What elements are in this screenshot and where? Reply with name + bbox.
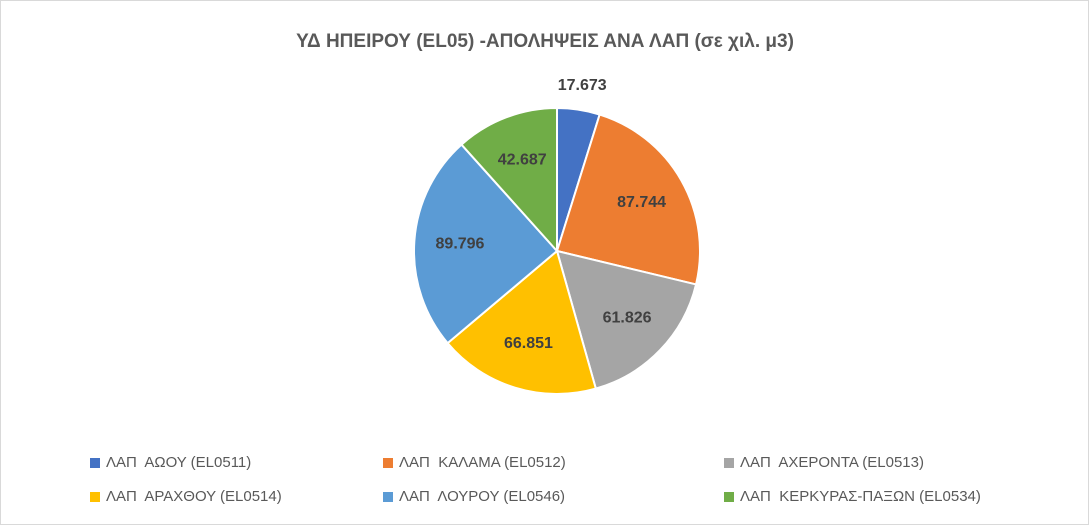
pie-slice (555, 113, 701, 286)
pie-slice (460, 106, 558, 254)
legend-swatch (724, 458, 734, 468)
data-label: 17.673 (558, 77, 607, 94)
legend-label: ΛΑΠ ΑΩΟΥ (EL0511) (106, 454, 251, 471)
legend-label: ΛΑΠ ΑΧΕΡΟΝΤΑ (EL0513) (740, 454, 924, 471)
data-label: 61.826 (603, 310, 652, 327)
legend-swatch (90, 458, 100, 468)
legend-swatch (383, 458, 393, 468)
data-label: 66.851 (504, 335, 553, 352)
pie-slice (555, 249, 698, 390)
data-label: 87.744 (617, 194, 666, 211)
legend-swatch (724, 492, 734, 502)
legend-label: ΛΑΠ ΚΕΡΚΥΡΑΣ-ΠΑΞΩΝ (EL0534) (740, 488, 981, 505)
legend-label: ΛΑΠ ΚΑΛΑΜΑ (EL0512) (399, 454, 566, 471)
data-label: 42.687 (498, 151, 547, 168)
chart-title: ΥΔ ΗΠΕΙΡΟΥ (EL05) -ΑΠΟΛΗΨΕΙΣ ΑΝΑ ΛΑΠ (σε… (296, 31, 794, 52)
pie-slice (446, 249, 598, 395)
legend-swatch (90, 492, 100, 502)
legend-swatch (383, 492, 393, 502)
data-label: 89.796 (436, 235, 485, 252)
legend-label: ΛΑΠ ΛΟΥΡΟΥ (EL0546) (399, 488, 565, 505)
pie-slice (413, 143, 559, 345)
legend-label: ΛΑΠ ΑΡΑΧΘΟΥ (EL0514) (106, 488, 282, 505)
